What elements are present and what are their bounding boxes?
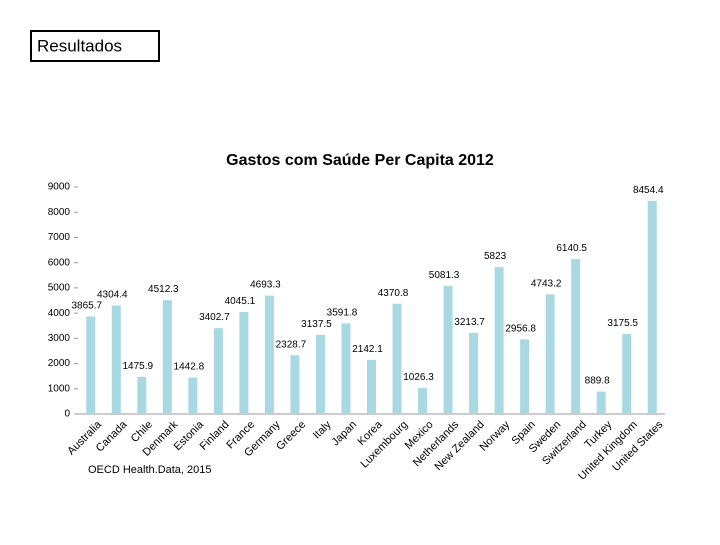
bar — [239, 311, 249, 414]
bar — [392, 303, 402, 414]
value-label: 3402.7 — [199, 312, 230, 323]
value-label: 4512.3 — [148, 284, 179, 295]
value-label: 1475.9 — [123, 361, 154, 372]
bar — [520, 339, 530, 414]
bar — [494, 267, 504, 414]
y-tick-label: 7000 — [48, 232, 71, 243]
value-label: 3213.7 — [454, 317, 485, 328]
bar — [137, 376, 147, 414]
value-label: 3175.5 — [607, 318, 638, 329]
value-label: 3137.5 — [301, 319, 332, 330]
value-label: 4304.4 — [97, 289, 128, 300]
x-tick-label: Japan — [330, 419, 360, 449]
bar — [111, 305, 121, 414]
value-label: 8454.4 — [633, 185, 664, 196]
bar — [596, 391, 606, 414]
bar — [213, 328, 223, 414]
value-label: 2328.7 — [276, 339, 307, 350]
bar — [622, 333, 632, 414]
bar — [315, 334, 325, 414]
y-tick-label: 0 — [64, 409, 70, 420]
bar — [264, 295, 274, 414]
source-note: OECD Health.Data, 2015 — [88, 464, 212, 476]
bar — [188, 377, 198, 414]
bar — [162, 300, 172, 414]
bar — [341, 323, 351, 414]
bar — [290, 355, 300, 414]
y-tick-label: 8000 — [48, 207, 71, 218]
chart-title: Gastos com Saúde Per Capita 2012 — [226, 152, 494, 169]
y-tick-label: 6000 — [48, 257, 71, 268]
bar — [469, 332, 479, 414]
value-label: 4743.2 — [531, 278, 562, 289]
value-label: 6140.5 — [556, 243, 587, 254]
y-tick-label: 5000 — [48, 283, 71, 294]
value-label: 5081.3 — [429, 270, 460, 281]
y-tick-label: 3000 — [48, 333, 71, 344]
bar — [647, 200, 657, 414]
title-box — [30, 30, 160, 62]
value-label: 4045.1 — [225, 296, 256, 307]
bar — [443, 285, 453, 414]
value-label: 5823 — [484, 251, 507, 262]
bar — [86, 316, 96, 414]
value-label: 4370.8 — [378, 288, 409, 299]
value-label: 2956.8 — [505, 323, 536, 334]
value-label: 3865.7 — [71, 300, 102, 311]
value-label: 889.8 — [585, 376, 610, 387]
bar — [545, 294, 555, 414]
bar — [367, 359, 376, 414]
y-tick-label: 9000 — [48, 182, 71, 193]
bar — [571, 259, 581, 414]
y-tick-label: 1000 — [48, 383, 71, 394]
value-label: 3591.8 — [327, 307, 358, 318]
y-tick-label: 4000 — [48, 308, 71, 319]
value-label: 1026.3 — [403, 372, 434, 383]
y-tick-label: 2000 — [48, 358, 71, 369]
bar — [418, 388, 428, 414]
page-title: Resultados — [37, 36, 122, 55]
value-label: 1442.8 — [174, 362, 205, 373]
value-label: 2142.1 — [352, 344, 383, 355]
value-label: 4693.3 — [250, 280, 281, 291]
